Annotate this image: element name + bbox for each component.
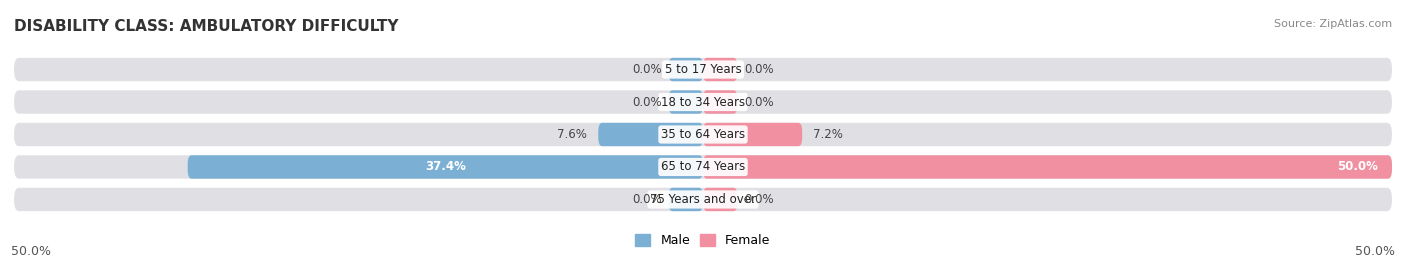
FancyBboxPatch shape [187,155,703,179]
FancyBboxPatch shape [14,123,1392,146]
Legend: Male, Female: Male, Female [630,229,776,252]
Text: 0.0%: 0.0% [744,193,773,206]
Text: 5 to 17 Years: 5 to 17 Years [665,63,741,76]
Text: 37.4%: 37.4% [425,161,465,174]
Text: 50.0%: 50.0% [1355,245,1395,258]
FancyBboxPatch shape [14,188,1392,211]
Text: 7.6%: 7.6% [557,128,588,141]
FancyBboxPatch shape [703,58,738,81]
Text: 0.0%: 0.0% [744,63,773,76]
Text: 7.2%: 7.2% [813,128,844,141]
FancyBboxPatch shape [703,90,738,114]
Text: 0.0%: 0.0% [633,63,662,76]
FancyBboxPatch shape [14,90,1392,114]
FancyBboxPatch shape [14,58,1392,81]
FancyBboxPatch shape [14,155,1392,179]
Text: Source: ZipAtlas.com: Source: ZipAtlas.com [1274,19,1392,29]
FancyBboxPatch shape [703,188,738,211]
FancyBboxPatch shape [703,123,803,146]
FancyBboxPatch shape [669,58,703,81]
Text: 75 Years and over: 75 Years and over [650,193,756,206]
Text: 0.0%: 0.0% [633,193,662,206]
Text: 0.0%: 0.0% [744,95,773,108]
Text: 65 to 74 Years: 65 to 74 Years [661,161,745,174]
FancyBboxPatch shape [599,123,703,146]
Text: 0.0%: 0.0% [633,95,662,108]
Text: 50.0%: 50.0% [1337,161,1378,174]
Text: 18 to 34 Years: 18 to 34 Years [661,95,745,108]
FancyBboxPatch shape [669,188,703,211]
FancyBboxPatch shape [669,90,703,114]
Text: 50.0%: 50.0% [11,245,51,258]
Text: 35 to 64 Years: 35 to 64 Years [661,128,745,141]
FancyBboxPatch shape [703,155,1392,179]
Text: DISABILITY CLASS: AMBULATORY DIFFICULTY: DISABILITY CLASS: AMBULATORY DIFFICULTY [14,19,398,34]
